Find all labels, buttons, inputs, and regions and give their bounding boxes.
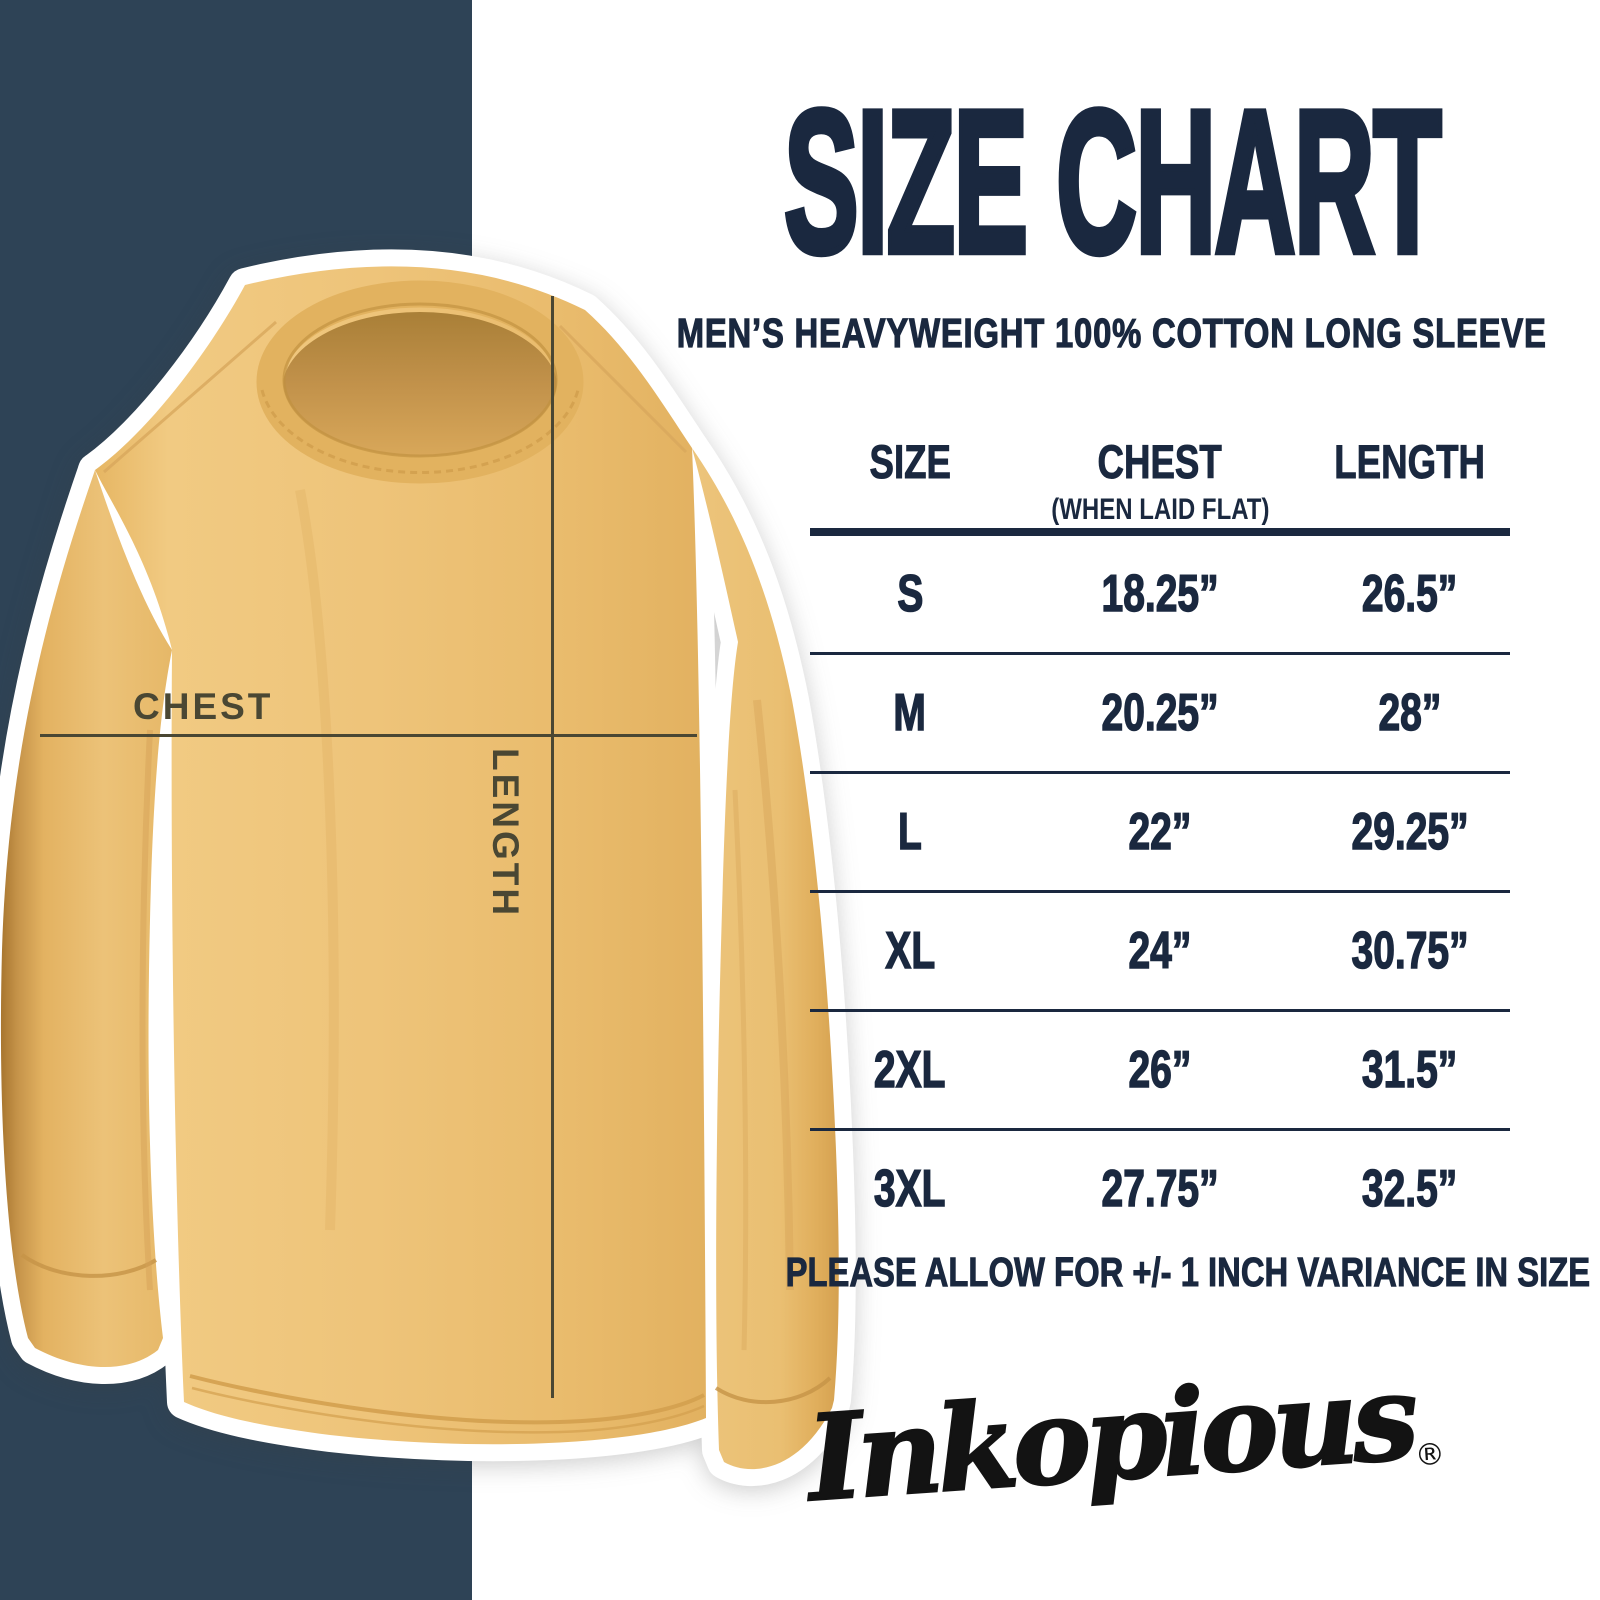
size-cell: 2XL (874, 1040, 947, 1100)
chest-cell: 20.25” (1101, 683, 1219, 743)
size-cell: XL (885, 921, 936, 981)
shirt-right-sleeve (692, 448, 839, 1470)
length-measure-label: LENGTH (485, 748, 526, 919)
shirt-body (95, 266, 706, 1445)
column-header-size-label: SIZE (869, 435, 951, 489)
table-row-s: S 18.25” 26.5” (810, 536, 1510, 655)
chest-cell: 26” (1128, 1040, 1192, 1100)
variance-note: PLEASE ALLOW FOR +/- 1 INCH VARIANCE IN … (785, 1246, 1590, 1298)
brand-name: Inkopious (802, 1346, 1418, 1529)
column-header-chest: CHEST (WHEN LAID FLAT) (1010, 424, 1310, 527)
length-cell: 29.25” (1351, 802, 1469, 862)
page-subtitle-text: MEN’S HEAVYWEIGHT 100% COTTON LONG SLEEV… (677, 309, 1547, 356)
table-row-3xl: 3XL 27.75” 32.5” (810, 1131, 1510, 1247)
page-subtitle: MEN’S HEAVYWEIGHT 100% COTTON LONG SLEEV… (677, 303, 1547, 363)
length-cell: 30.75” (1351, 921, 1469, 981)
length-cell: 31.5” (1362, 1040, 1459, 1100)
chest-cell: 24” (1128, 921, 1192, 981)
chest-measure-line (40, 734, 697, 737)
length-cell: 26.5” (1362, 564, 1459, 624)
size-table-header: SIZE CHEST (WHEN LAID FLAT) LENGTH (810, 424, 1510, 527)
length-cell: 32.5” (1362, 1159, 1459, 1219)
table-row-l: L 22” 29.25” (810, 774, 1510, 893)
collar-band (256, 280, 584, 484)
page-title: SIZE CHART (780, 76, 1444, 286)
size-cell: 3XL (874, 1159, 947, 1219)
length-measure-line (551, 296, 554, 1398)
brand-logo-text: Inkopious® (802, 1344, 1447, 1529)
size-table: S 18.25” 26.5” M 20.25” 28” L 22” 29.25”… (810, 536, 1510, 1247)
neck-opening (282, 312, 558, 468)
chest-cell: 18.25” (1101, 564, 1219, 624)
length-cell: 28” (1378, 683, 1442, 743)
registered-trademark-icon: ® (1413, 1436, 1447, 1474)
table-row-xl: XL 24” 30.75” (810, 893, 1510, 1012)
chest-measure-label: CHEST (133, 686, 274, 727)
size-cell: M (893, 683, 927, 743)
chest-cell: 22” (1128, 802, 1192, 862)
table-row-m: M 20.25” 28” (810, 655, 1510, 774)
column-header-chest-label: CHEST (1097, 435, 1223, 489)
size-cell: L (898, 802, 923, 862)
column-header-chest-sublabel: (WHEN LAID FLAT) (1050, 493, 1270, 526)
variance-note-text: PLEASE ALLOW FOR +/- 1 INCH VARIANCE IN … (785, 1248, 1591, 1295)
table-header-rule (810, 528, 1510, 536)
page-title-text: SIZE CHART (782, 67, 1444, 296)
size-cell: S (896, 564, 924, 624)
shirt-photo (0, 249, 856, 1487)
column-header-size: SIZE (810, 424, 1010, 527)
column-header-length-label: LENGTH (1334, 435, 1486, 489)
shirt-left-sleeve (0, 470, 172, 1368)
brand-logo: Inkopious® (802, 1337, 1446, 1534)
table-row-2xl: 2XL 26” 31.5” (810, 1012, 1510, 1131)
chest-cell: 27.75” (1101, 1159, 1219, 1219)
column-header-length: LENGTH (1310, 424, 1510, 527)
